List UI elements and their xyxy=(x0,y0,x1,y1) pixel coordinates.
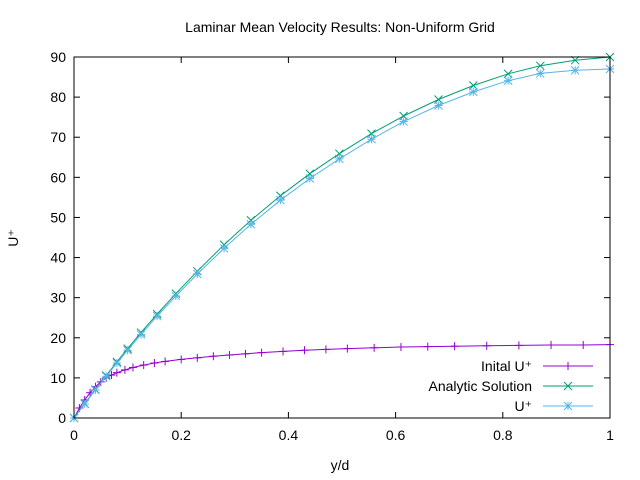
data-point xyxy=(450,342,459,351)
data-point xyxy=(434,101,443,110)
data-point xyxy=(120,365,129,374)
data-point xyxy=(563,381,573,391)
data-point xyxy=(219,243,229,253)
chart-title: Laminar Mean Velocity Results: Non-Unifo… xyxy=(185,19,495,35)
data-point xyxy=(367,134,376,144)
data-point xyxy=(257,348,266,357)
legend-label: U⁺ xyxy=(515,398,533,414)
data-point xyxy=(399,117,408,126)
data-point xyxy=(112,358,122,368)
data-point xyxy=(161,357,170,366)
data-point xyxy=(241,349,250,358)
legend-label: Analytic Solution xyxy=(428,378,532,394)
data-point xyxy=(192,269,202,279)
x-tick-label: 0.6 xyxy=(386,427,406,443)
data-point xyxy=(503,76,513,86)
x-tick-label: 0.8 xyxy=(493,427,513,443)
series-layer xyxy=(69,52,615,423)
data-point xyxy=(177,355,186,364)
data-point xyxy=(152,311,162,321)
data-point xyxy=(370,343,379,352)
y-tick-label: 60 xyxy=(50,169,66,185)
data-point xyxy=(225,351,234,360)
data-point xyxy=(246,219,256,229)
plot-frame xyxy=(73,56,611,419)
data-point xyxy=(128,363,137,372)
data-point xyxy=(136,330,146,339)
x-axis-label: y/d xyxy=(331,457,350,473)
data-point xyxy=(279,347,288,356)
data-point xyxy=(150,359,159,368)
data-point xyxy=(570,55,580,65)
x-tick-label: 0.2 xyxy=(171,427,191,443)
x-tick-label: 0 xyxy=(70,427,78,443)
data-point xyxy=(300,346,309,355)
y-tick-label: 0 xyxy=(58,410,66,426)
data-point xyxy=(535,69,545,78)
data-point xyxy=(139,361,148,370)
data-point xyxy=(423,342,432,351)
data-point xyxy=(91,385,100,395)
data-point xyxy=(246,215,256,225)
data-point xyxy=(579,340,588,349)
y-tick-label: 40 xyxy=(50,250,66,266)
y-tick-label: 10 xyxy=(50,370,66,386)
data-point xyxy=(123,345,132,355)
data-point xyxy=(209,352,218,361)
data-point xyxy=(276,195,285,205)
data-point xyxy=(171,291,181,301)
data-point xyxy=(107,371,116,380)
data-point xyxy=(468,87,478,97)
y-tick-label: 70 xyxy=(50,129,66,145)
x-tick-label: 1 xyxy=(606,427,614,443)
data-point xyxy=(564,362,572,370)
data-point xyxy=(482,341,491,350)
data-point xyxy=(468,81,478,90)
data-point xyxy=(503,69,513,79)
data-point xyxy=(321,345,330,354)
y-tick-label: 30 xyxy=(50,290,66,306)
data-point xyxy=(563,401,573,411)
data-point xyxy=(396,343,405,352)
y-tick-label: 90 xyxy=(50,49,66,65)
data-point xyxy=(343,344,352,353)
data-point xyxy=(535,61,545,71)
y-tick-label: 50 xyxy=(50,209,66,225)
y-tick-label: 80 xyxy=(50,89,66,105)
data-point xyxy=(305,174,315,183)
x-tick-label: 0.4 xyxy=(279,427,299,443)
y-tick-label: 20 xyxy=(50,330,66,346)
legend: Inital U⁺ Analytic Solution U⁺ xyxy=(428,358,593,414)
data-point xyxy=(570,65,580,75)
data-point xyxy=(334,154,344,164)
data-point xyxy=(193,353,202,362)
data-point xyxy=(514,341,523,350)
legend-label: Inital U⁺ xyxy=(481,358,532,374)
data-point xyxy=(80,399,90,409)
y-axis-label: U⁺ xyxy=(5,229,21,247)
data-point xyxy=(101,371,111,381)
data-point xyxy=(547,340,556,349)
data-point xyxy=(112,368,121,377)
